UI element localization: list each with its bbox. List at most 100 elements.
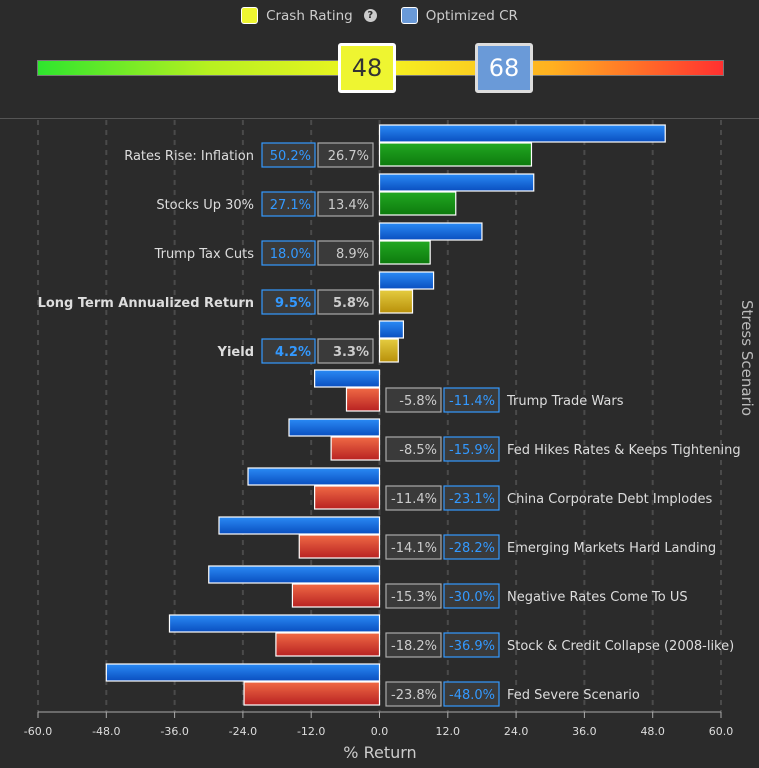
optimized-value-box <box>261 142 316 168</box>
optimized-bar <box>378 271 435 290</box>
legend-optimized[interactable]: Optimized CR <box>400 7 518 24</box>
current-bar <box>378 338 399 363</box>
x-tick-label: 36.0 <box>572 725 597 738</box>
optimized-value: -23.1% <box>449 492 495 507</box>
current-value: -14.1% <box>391 541 437 556</box>
current-bar <box>330 436 381 461</box>
current-value-box <box>385 436 442 462</box>
current-value-box <box>385 534 442 560</box>
optimized-value: -28.2% <box>449 541 495 556</box>
optimized-value: -36.9% <box>449 639 495 654</box>
crash-rating-score: 48 <box>338 43 396 93</box>
category-label: Fed Severe Scenario <box>507 688 640 703</box>
current-bar <box>298 534 381 559</box>
category-label: Trump Trade Wars <box>506 394 624 409</box>
optimized-value-box <box>443 681 500 707</box>
current-value: -18.2% <box>391 639 437 654</box>
optimized-value: 9.5% <box>275 296 311 311</box>
optimized-bar <box>378 320 405 339</box>
divider <box>0 118 759 119</box>
optimized-score: 68 <box>475 43 533 93</box>
optimized-bar <box>378 173 535 192</box>
current-value-box <box>317 191 374 217</box>
optimized-bar <box>314 369 381 388</box>
current-bar <box>314 485 381 510</box>
x-tick-label: -24.0 <box>229 725 257 738</box>
optimized-value-box <box>443 534 500 560</box>
category-label: Negative Rates Come To US <box>507 590 688 605</box>
current-bar <box>378 191 457 216</box>
crash-rating-swatch <box>241 7 259 24</box>
current-value: 5.8% <box>333 296 369 311</box>
legend-crash-rating[interactable]: Crash Rating ? <box>241 7 377 24</box>
optimized-value: -30.0% <box>449 590 495 605</box>
current-value: -23.8% <box>391 688 437 703</box>
x-tick-label: -48.0 <box>92 725 120 738</box>
current-value: 3.3% <box>333 345 369 360</box>
x-tick-label: 12.0 <box>436 725 461 738</box>
optimized-value: 27.1% <box>270 198 311 213</box>
current-value-box <box>317 338 374 364</box>
optimized-label: Optimized CR <box>425 7 518 24</box>
category-label: Trump Tax Cuts <box>154 247 255 262</box>
current-bar <box>378 142 533 167</box>
optimized-bar <box>378 222 483 241</box>
optimized-value: 4.2% <box>275 345 311 360</box>
optimized-value-box <box>261 289 316 315</box>
x-axis-title: % Return <box>343 743 416 762</box>
x-tick-label: 0.0 <box>371 725 389 738</box>
x-tick-label: -60.0 <box>24 725 52 738</box>
x-tick-label: -36.0 <box>160 725 188 738</box>
x-tick-label: 48.0 <box>640 725 665 738</box>
current-value-box <box>385 632 442 658</box>
current-value: -8.5% <box>399 443 437 458</box>
optimized-value-box <box>443 583 500 609</box>
category-label: Emerging Markets Hard Landing <box>507 541 716 556</box>
current-bar <box>378 240 431 265</box>
current-value: 8.9% <box>336 247 369 262</box>
optimized-bar <box>218 516 381 535</box>
optimized-value-box <box>443 387 500 413</box>
optimized-swatch <box>400 7 418 24</box>
current-value-box <box>385 485 442 511</box>
current-value-box <box>385 583 442 609</box>
category-label: China Corporate Debt Implodes <box>507 492 712 507</box>
x-tick-label: 60.0 <box>709 725 734 738</box>
current-bar <box>291 583 381 608</box>
current-value: -15.3% <box>391 590 437 605</box>
current-bar <box>345 387 381 412</box>
optimized-value: -11.4% <box>449 394 495 409</box>
optimized-value-box <box>443 436 500 462</box>
optimized-bar <box>288 418 381 437</box>
optimized-value-box <box>443 632 500 658</box>
optimized-bar <box>378 124 666 143</box>
current-value-box <box>385 681 442 707</box>
optimized-value: 18.0% <box>270 247 311 262</box>
current-value-box <box>317 240 374 266</box>
current-bar <box>243 681 381 706</box>
category-label: Stocks Up 30% <box>156 198 254 213</box>
category-label: Rates Rise: Inflation <box>124 149 254 164</box>
category-label: Stock & Credit Collapse (2008-like) <box>507 639 734 654</box>
optimized-bar <box>208 565 381 584</box>
category-label: Long Term Annualized Return <box>38 296 254 311</box>
current-value-box <box>385 387 442 413</box>
optimized-bar <box>247 467 381 486</box>
legend: Crash Rating ? Optimized CR <box>0 7 759 24</box>
x-tick-label: 24.0 <box>504 725 529 738</box>
optimized-value-box <box>261 240 316 266</box>
current-value: -11.4% <box>391 492 437 507</box>
current-value-box <box>317 289 374 315</box>
optimized-bar <box>168 614 381 633</box>
current-value-box <box>317 142 374 168</box>
current-value: 13.4% <box>328 198 369 213</box>
x-tick-label: -12.0 <box>297 725 325 738</box>
optimized-value: -15.9% <box>449 443 495 458</box>
category-label: Fed Hikes Rates & Keeps Tightening <box>507 443 741 458</box>
current-bar <box>275 632 381 657</box>
crash-rating-label: Crash Rating <box>266 7 353 24</box>
current-value: 26.7% <box>328 149 369 164</box>
category-label: Yield <box>217 345 254 360</box>
help-icon[interactable]: ? <box>363 9 377 22</box>
